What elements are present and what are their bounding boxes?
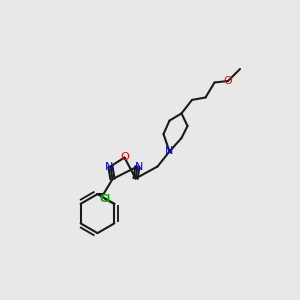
Text: N: N xyxy=(105,161,113,172)
Text: O: O xyxy=(224,76,232,86)
Text: N: N xyxy=(165,146,174,157)
Text: Cl: Cl xyxy=(100,194,111,204)
Text: N: N xyxy=(135,161,143,172)
Text: O: O xyxy=(120,152,129,163)
